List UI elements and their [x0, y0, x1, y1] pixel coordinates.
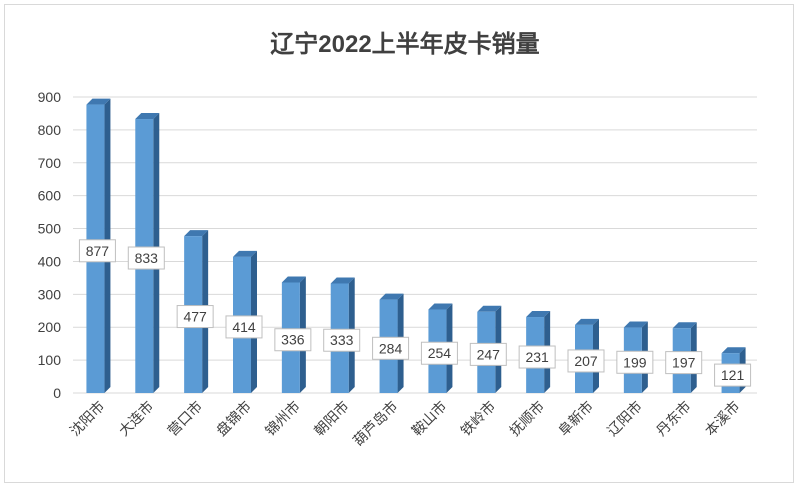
- data-label: 121: [714, 363, 752, 387]
- bar-top: [330, 277, 355, 284]
- data-label-box: [225, 315, 263, 339]
- bar-top: [379, 293, 404, 300]
- y-tick-label: 0: [53, 385, 61, 401]
- x-tick-label: 沈阳市: [67, 398, 109, 440]
- data-label-box: [78, 239, 116, 263]
- y-tick-label: 200: [38, 319, 62, 335]
- data-label: 877: [78, 239, 116, 263]
- data-labels: 877 833 477 414 336 333 284 254 247 231 207 199 197 1…: [78, 239, 752, 387]
- data-label-text: 414: [232, 319, 256, 335]
- y-tick-label: 500: [38, 221, 62, 237]
- data-label: 199: [616, 350, 654, 374]
- y-tick-label: 700: [38, 155, 62, 171]
- x-tick-label: 锦州市: [262, 398, 304, 440]
- gridlines: [73, 96, 757, 394]
- bar-top: [135, 113, 160, 120]
- y-tick-label: 800: [38, 122, 62, 138]
- chart-title: 辽宁2022上半年皮卡销量: [270, 30, 539, 58]
- data-label: 207: [567, 349, 605, 373]
- data-label: 833: [127, 246, 165, 270]
- data-label-text: 254: [428, 345, 452, 361]
- x-tick-label: 铁岭市: [457, 398, 499, 440]
- y-tick-label: 600: [38, 188, 62, 204]
- data-label-box: [127, 246, 165, 270]
- data-label-box: [518, 345, 556, 369]
- data-label-text: 197: [672, 355, 696, 371]
- data-label-box: [274, 328, 312, 352]
- data-label-box: [665, 351, 703, 375]
- data-label-text: 121: [721, 367, 745, 383]
- data-label-box: [372, 336, 410, 360]
- data-label: 336: [274, 328, 312, 352]
- x-tick-label: 大连市: [115, 398, 157, 440]
- data-label: 231: [518, 345, 556, 369]
- bars: [86, 98, 746, 393]
- x-tick-label: 鞍山市: [409, 398, 451, 440]
- data-label-box: [567, 349, 605, 373]
- x-tick-label: 丹东市: [653, 398, 695, 440]
- data-label-text: 333: [330, 332, 354, 348]
- bar-top: [623, 321, 648, 328]
- data-label-text: 231: [525, 349, 549, 365]
- data-label-text: 199: [623, 354, 647, 370]
- data-label: 197: [665, 351, 703, 375]
- y-tick-label: 400: [38, 253, 62, 269]
- y-tick-label: 900: [38, 89, 62, 105]
- data-label: 247: [469, 342, 507, 366]
- y-tick-label: 300: [38, 286, 62, 302]
- data-label: 333: [323, 328, 361, 352]
- data-label-text: 247: [477, 346, 501, 362]
- bar-top: [184, 230, 209, 237]
- y-tick-label: 100: [38, 352, 62, 368]
- x-tick-label: 辽阳市: [604, 398, 646, 440]
- x-tick-label: 盘锦市: [213, 398, 255, 440]
- data-label-text: 207: [574, 353, 598, 369]
- x-tick-label: 本溪市: [702, 398, 744, 440]
- bar-top: [575, 318, 599, 325]
- bar-top: [233, 250, 257, 257]
- data-label-text: 284: [379, 340, 403, 356]
- bar-chart: 辽宁2022上半年皮卡销量 0 100 200 300 400 500 600 700 800 9…: [38, 30, 757, 450]
- data-label-text: 477: [183, 309, 207, 325]
- chart-frame: 辽宁2022上半年皮卡销量 0 100 200 300 400 500 600 700 800 9…: [4, 4, 794, 483]
- data-label: 284: [372, 336, 410, 360]
- data-label-box: [176, 305, 214, 329]
- bar-top: [672, 322, 697, 329]
- data-label-text: 833: [135, 250, 159, 266]
- data-label-box: [714, 363, 752, 387]
- x-tick-label: 抚顺市: [506, 398, 548, 440]
- data-label-box: [616, 350, 654, 374]
- bar-top: [721, 347, 746, 354]
- data-label: 414: [225, 315, 263, 339]
- data-label-box: [420, 341, 458, 365]
- data-label-text: 877: [86, 243, 110, 259]
- x-tick-label: 朝阳市: [311, 398, 353, 440]
- x-tick-label: 阜新市: [555, 398, 597, 440]
- data-label-box: [323, 328, 361, 352]
- bar-top: [281, 276, 306, 283]
- bar-top: [86, 98, 111, 105]
- data-label: 477: [176, 305, 214, 329]
- bar-top: [428, 303, 453, 310]
- x-tick-label: 营口市: [164, 398, 206, 440]
- bar-top: [526, 311, 551, 318]
- x-tick-label: 葫芦岛市: [350, 398, 402, 450]
- data-label-text: 336: [281, 332, 305, 348]
- bar-top: [477, 305, 502, 312]
- y-axis-ticks: 0 100 200 300 400 500 600 700 800 900: [38, 89, 62, 401]
- data-label: 254: [420, 341, 458, 365]
- data-label-box: [469, 342, 507, 366]
